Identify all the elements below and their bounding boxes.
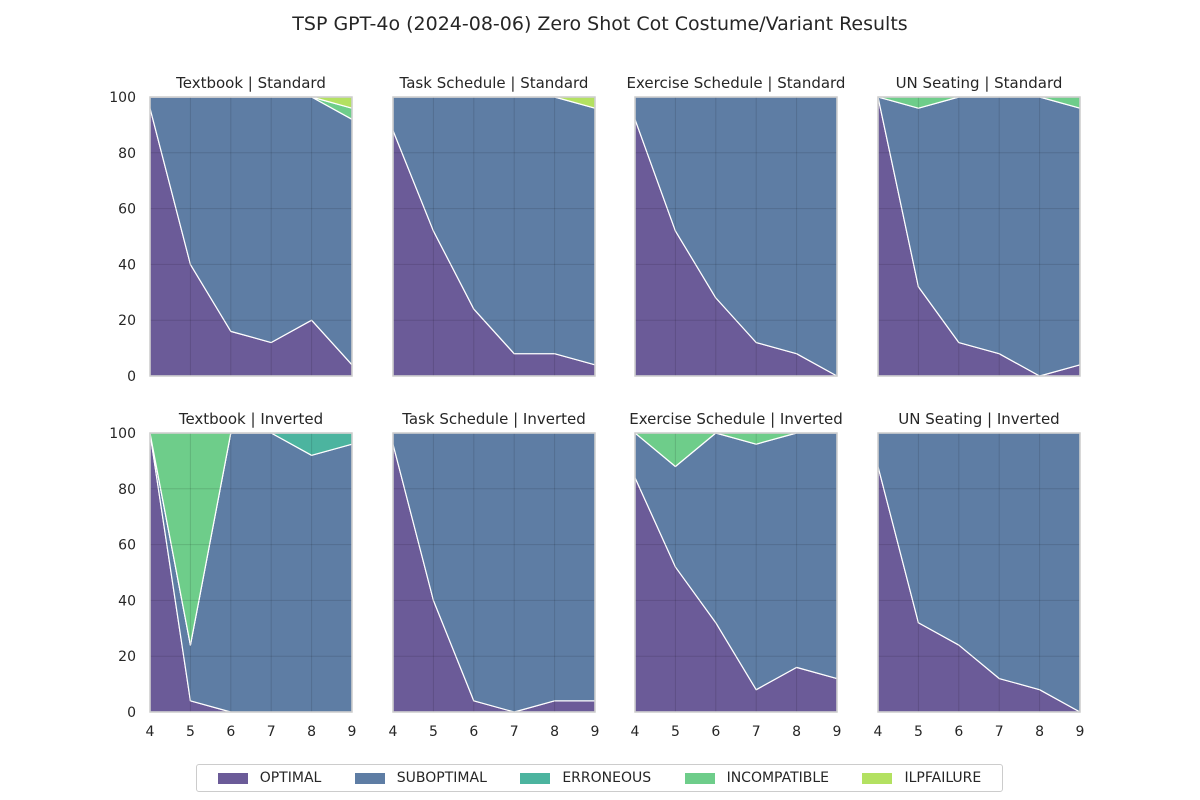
y-tick-label: 20 bbox=[118, 649, 136, 665]
x-tick-label: 8 bbox=[792, 724, 801, 740]
legend-swatch bbox=[684, 772, 715, 784]
figure-title: TSP GPT-4o (2024-08-06) Zero Shot Cot Co… bbox=[291, 13, 907, 35]
y-tick-label: 60 bbox=[118, 202, 136, 218]
legend-swatch bbox=[862, 772, 893, 784]
legend-item-ilpfailure: ILPFAILURE bbox=[862, 770, 981, 786]
legend-label: OPTIMAL bbox=[259, 770, 322, 786]
legend: OPTIMAL SUBOPTIMAL ERRONEOUS INCOMPATIBLE IL… bbox=[196, 764, 1003, 792]
x-tick-label: 9 bbox=[833, 724, 842, 740]
x-tick-label: 8 bbox=[550, 724, 559, 740]
x-tick-label: 7 bbox=[995, 724, 1004, 740]
x-tick-label: 9 bbox=[591, 724, 600, 740]
x-tick-label: 6 bbox=[226, 724, 235, 740]
y-tick-label: 80 bbox=[118, 482, 136, 498]
panel-5: Task Schedule | Inverted 4 5 6 7 8 9 bbox=[389, 410, 600, 740]
legend-item-erroneous: ERRONEOUS bbox=[520, 770, 651, 786]
legend-item-incompatible: INCOMPATIBLE bbox=[684, 770, 830, 786]
y-tick-label: 40 bbox=[118, 593, 136, 609]
y-tick-label: 0 bbox=[127, 369, 136, 385]
y-tick-label: 100 bbox=[109, 90, 136, 106]
y-tick-label: 60 bbox=[118, 538, 136, 554]
x-tick-label: 6 bbox=[954, 724, 963, 740]
x-tick-label: 4 bbox=[874, 724, 883, 740]
panel-1: Task Schedule | Standard bbox=[392, 74, 596, 377]
panel-title: Textbook | Standard bbox=[175, 74, 326, 92]
x-tick-label: 5 bbox=[914, 724, 923, 740]
panel-frame bbox=[392, 432, 596, 713]
legend-swatch bbox=[520, 772, 551, 784]
x-tick-label: 7 bbox=[752, 724, 761, 740]
panel-frame bbox=[634, 96, 838, 377]
panel-title: Task Schedule | Standard bbox=[399, 74, 589, 92]
y-tick-label: 80 bbox=[118, 146, 136, 162]
x-tick-label: 4 bbox=[389, 724, 398, 740]
y-tick-label: 100 bbox=[109, 426, 136, 442]
panel-frame bbox=[149, 96, 353, 377]
legend-label: SUBOPTIMAL bbox=[396, 770, 487, 786]
y-tick-label: 0 bbox=[127, 705, 136, 721]
panel-7: UN Seating | Inverted 4 5 6 7 8 9 bbox=[874, 410, 1085, 740]
panel-0: Textbook | Standard 0 20 40 60 80 100 bbox=[109, 74, 353, 385]
legend-label: ERRONEOUS bbox=[562, 770, 652, 786]
panel-4: Textbook | Inverted 0 20 40 60 80 100 4 5 6 7 8 9 bbox=[109, 410, 356, 740]
x-tick-label: 9 bbox=[348, 724, 357, 740]
panel-title: UN Seating | Inverted bbox=[898, 410, 1059, 428]
x-tick-label: 5 bbox=[671, 724, 680, 740]
x-tick-label: 9 bbox=[1076, 724, 1085, 740]
panel-frame bbox=[877, 96, 1081, 377]
x-tick-label: 4 bbox=[631, 724, 640, 740]
panel-title: Exercise Schedule | Inverted bbox=[629, 410, 843, 428]
panel-frame bbox=[149, 432, 353, 713]
panel-frame bbox=[634, 432, 838, 713]
x-tick-label: 5 bbox=[186, 724, 195, 740]
legend-item-optimal: OPTIMAL bbox=[217, 770, 322, 786]
x-tick-label: 4 bbox=[146, 724, 155, 740]
panel-title: Textbook | Inverted bbox=[178, 410, 323, 428]
panel-frame bbox=[877, 432, 1081, 713]
y-tick-label: 40 bbox=[118, 257, 136, 273]
panel-6: Exercise Schedule | Inverted 4 5 6 7 8 9 bbox=[629, 410, 843, 740]
panel-title: UN Seating | Standard bbox=[896, 74, 1063, 92]
y-tick-label: 20 bbox=[118, 313, 136, 329]
legend-label: ILPFAILURE bbox=[904, 770, 982, 786]
x-tick-label: 6 bbox=[711, 724, 720, 740]
panel-title: Exercise Schedule | Standard bbox=[627, 74, 846, 92]
x-tick-label: 8 bbox=[1035, 724, 1044, 740]
legend-item-suboptimal: SUBOPTIMAL bbox=[354, 770, 487, 786]
x-tick-label: 5 bbox=[429, 724, 438, 740]
panel-title: Task Schedule | Inverted bbox=[401, 410, 586, 428]
x-tick-label: 7 bbox=[267, 724, 276, 740]
legend-swatch bbox=[354, 772, 385, 784]
panel-frame bbox=[392, 96, 596, 377]
legend-label: INCOMPATIBLE bbox=[726, 770, 830, 786]
panel-2: Exercise Schedule | Standard bbox=[627, 74, 846, 377]
x-tick-label: 7 bbox=[510, 724, 519, 740]
x-tick-label: 8 bbox=[307, 724, 316, 740]
x-tick-label: 6 bbox=[469, 724, 478, 740]
legend-swatch bbox=[217, 772, 248, 784]
panel-3: UN Seating | Standard bbox=[877, 74, 1081, 377]
